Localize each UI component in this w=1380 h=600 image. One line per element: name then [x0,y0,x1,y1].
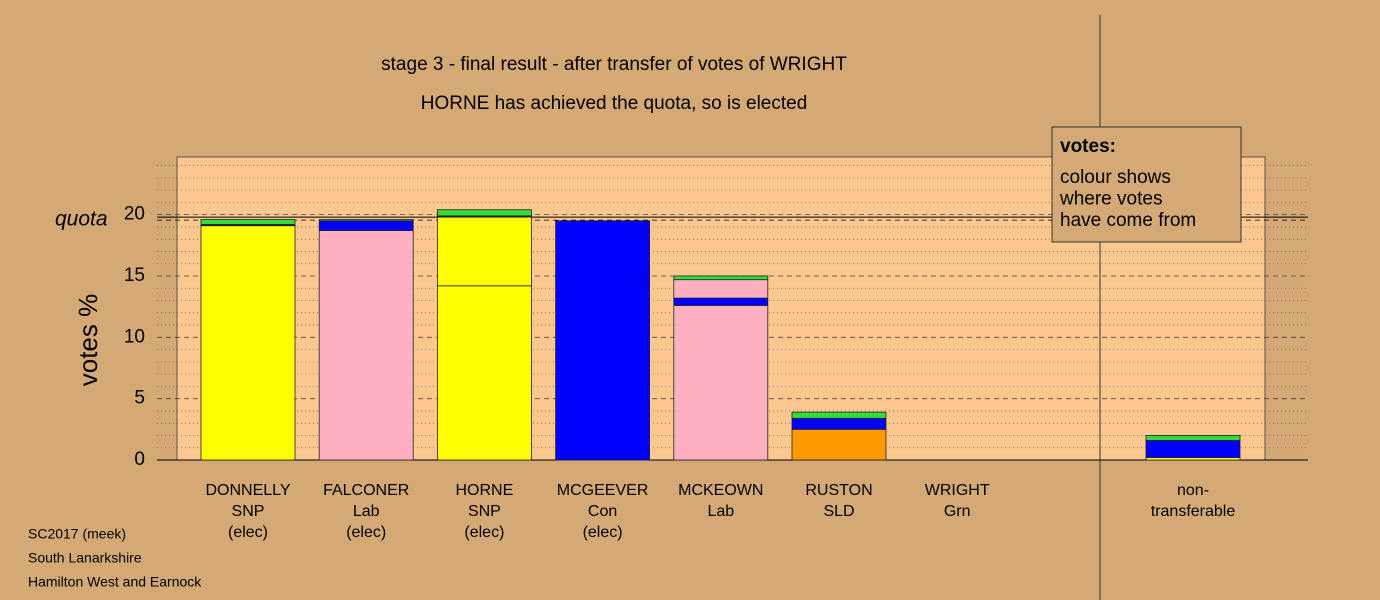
bar-segment [791,411,887,419]
bar-segment [1145,439,1241,458]
x-tick-label: MCGEEVER [557,482,649,499]
bar-segment [436,285,532,461]
x-tick-label: (elec) [464,524,504,541]
quota-label: quota [55,208,108,231]
bar-segment [436,209,532,217]
x-tick-label: FALCONER [323,482,409,499]
bar-segment [791,417,887,430]
x-tick-label: (elec) [346,524,386,541]
y-tick-label: 15 [124,265,145,286]
x-tick-label: DONNELLY [205,482,290,499]
bar-segment [318,219,414,222]
y-axis-label: votes % [73,294,103,387]
x-tick-label: Grn [944,503,971,520]
bar-segment [436,216,532,287]
bar-segment [673,305,769,461]
bar-segment [318,230,414,461]
x-tick-label: SLD [823,503,854,520]
x-tick-label: Lab [707,503,734,520]
x-tick-label: HORNE [456,482,514,499]
bar-segment [791,428,887,461]
footer: Hamilton West and Earnock [28,574,202,590]
x-tick-label: MCKEOWN [678,482,763,499]
x-tick-label: (elec) [583,524,623,541]
x-tick-label: (elec) [228,524,268,541]
x-tick-label: transferable [1151,503,1236,520]
x-tick-label: SNP [468,503,501,520]
legend-text: have come from [1060,210,1196,231]
bar-segment [318,220,414,232]
footer: South Lanarkshire [28,550,142,566]
bar-segment [200,219,296,225]
bar-segment [1145,435,1241,441]
x-tick-label: WRIGHT [925,482,990,499]
x-tick-label: Lab [353,503,380,520]
x-tick-label: Con [588,503,617,520]
x-tick-label: SNP [232,503,265,520]
bar-segment [673,279,769,299]
x-tick-label: RUSTON [805,482,872,499]
bar-segment [673,297,769,306]
bar-segment [555,220,650,461]
legend-text: where votes [1059,189,1162,210]
y-tick-label: 10 [124,326,145,347]
y-tick-label: 0 [134,449,145,470]
y-tick-label: 5 [134,388,145,409]
y-tick-label: 20 [124,204,145,225]
legend-text: colour shows [1060,167,1171,188]
chart-title: stage 3 - final result - after transfer … [381,54,847,75]
bar-segment [673,275,769,281]
bar-segment [200,225,296,461]
footer: SC2017 (meek) [28,526,126,542]
x-tick-label: non- [1177,482,1209,499]
chart-subtitle: HORNE has achieved the quota, so is elec… [421,93,808,114]
legend-title: votes: [1060,136,1116,157]
legend-box [1051,126,1242,243]
